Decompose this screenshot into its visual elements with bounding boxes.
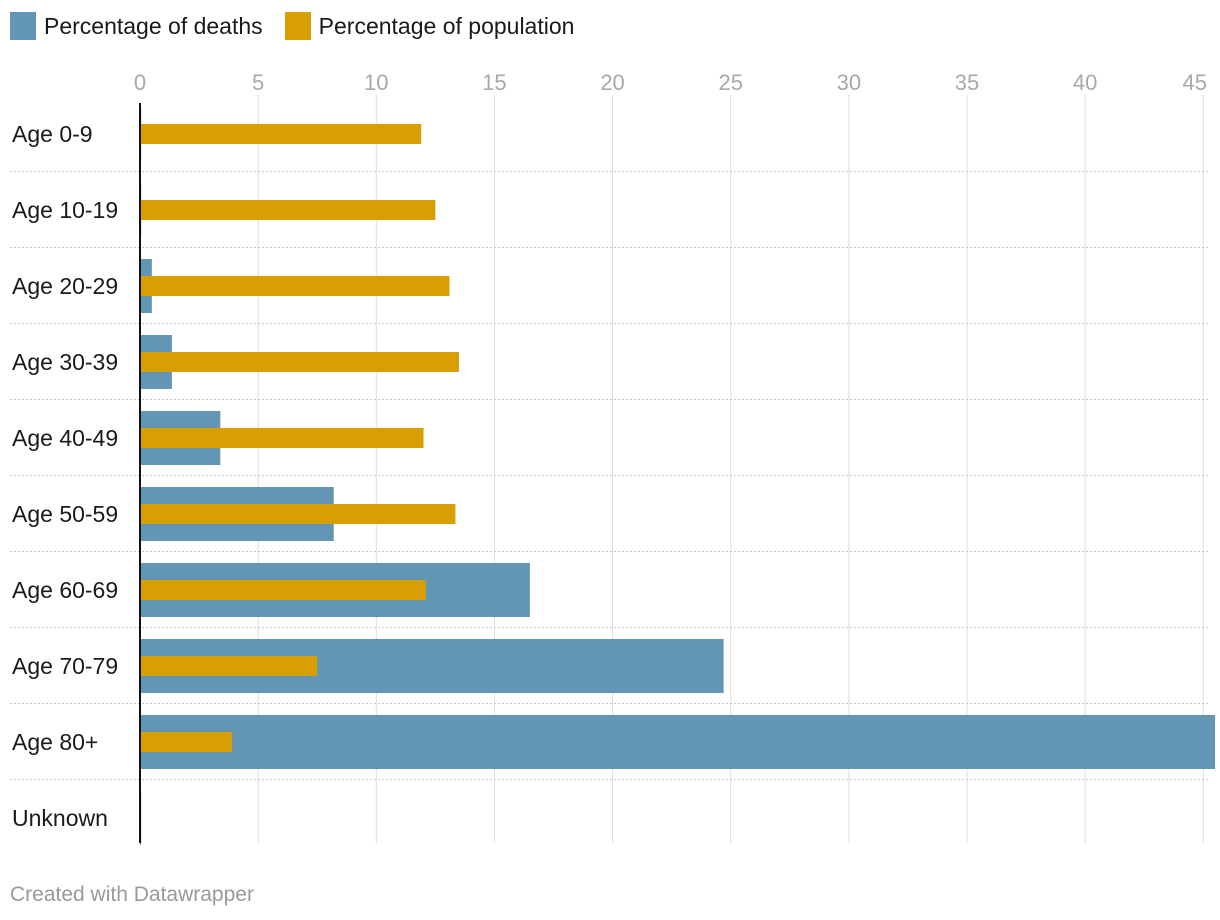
category-label: Age 20-29 (12, 273, 118, 299)
x-tick-label: 25 (718, 70, 742, 95)
bar-population (140, 428, 424, 448)
bar-population (140, 580, 426, 600)
x-tick-label: 0 (134, 70, 146, 95)
bar-population (140, 352, 459, 372)
x-tick-label: 10 (364, 70, 388, 95)
legend: Percentage of deaths Percentage of popul… (10, 12, 574, 40)
footer-credit: Created with Datawrapper (10, 883, 254, 906)
x-tick-label: 35 (955, 70, 979, 95)
category-label: Age 0-9 (12, 121, 93, 147)
bar-chart: 0 5 10 15 20 25 30 35 40 45 Age 0-9 Age 10-19 Age 20… (10, 70, 1216, 845)
legend-item-population: Percentage of population (284, 12, 575, 40)
legend-item-deaths: Percentage of deaths (10, 12, 263, 40)
bar-population (140, 656, 318, 676)
bar-population (140, 124, 422, 144)
bar-population (140, 276, 450, 296)
legend-swatch-deaths (10, 12, 36, 40)
x-tick-label: 30 (837, 70, 861, 95)
x-tick-label: 20 (600, 70, 624, 95)
x-tick-label: 5 (252, 70, 264, 95)
legend-label-deaths: Percentage of deaths (44, 12, 263, 39)
bar-population (140, 504, 456, 524)
category-label: Age 30-39 (12, 349, 118, 375)
x-tick-label: 45 (1183, 70, 1207, 95)
category-label: Age 40-49 (12, 425, 118, 451)
bar-population (140, 732, 233, 752)
category-label: Age 10-19 (12, 197, 118, 223)
legend-swatch-population (284, 12, 311, 40)
category-label: Age 70-79 (12, 653, 118, 679)
x-tick-label: 15 (482, 70, 506, 95)
category-label: Age 80+ (12, 729, 98, 755)
legend-label-population: Percentage of population (318, 12, 575, 39)
bar-deaths (140, 715, 1216, 769)
category-label: Age 60-69 (12, 577, 118, 603)
category-label: Age 50-59 (12, 501, 118, 527)
category-label: Unknown (12, 805, 108, 831)
bar-population (140, 200, 436, 220)
x-tick-label: 40 (1073, 70, 1097, 95)
